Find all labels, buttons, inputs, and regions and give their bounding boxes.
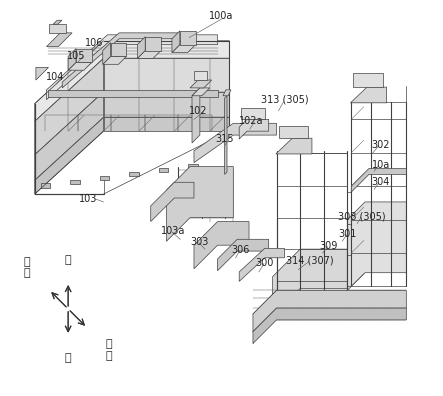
Text: 306: 306 [231,245,249,255]
Text: 前: 前 [105,351,112,361]
Bar [129,171,139,176]
Polygon shape [350,87,387,103]
Polygon shape [194,123,276,163]
Polygon shape [351,169,406,192]
Polygon shape [239,248,284,282]
Polygon shape [53,20,62,24]
Polygon shape [218,239,269,271]
Polygon shape [276,138,312,154]
Text: 106: 106 [85,38,103,48]
Polygon shape [35,92,104,180]
Text: 右: 右 [105,339,112,349]
Polygon shape [190,80,212,88]
Bar [194,71,206,80]
Polygon shape [192,88,210,96]
Text: 102a: 102a [239,116,263,126]
Polygon shape [192,88,200,143]
Polygon shape [272,249,347,316]
Polygon shape [104,117,229,131]
Text: 313 (305): 313 (305) [260,95,308,105]
Text: 100a: 100a [209,11,234,21]
Bar [100,175,109,180]
Polygon shape [111,43,126,57]
Polygon shape [47,35,218,100]
Polygon shape [225,96,227,174]
Polygon shape [62,33,178,88]
Polygon shape [68,62,92,70]
Bar [353,73,383,87]
Text: 104: 104 [47,72,65,82]
Polygon shape [172,45,195,53]
Polygon shape [35,41,229,121]
Text: 后: 后 [23,268,30,278]
Text: 102: 102 [189,107,207,116]
Text: 下: 下 [65,354,71,364]
Text: 105: 105 [67,51,85,61]
Text: 309: 309 [319,241,338,251]
Polygon shape [137,37,145,58]
Bar [241,108,265,119]
Text: 303: 303 [190,237,209,247]
Polygon shape [47,33,72,47]
Polygon shape [172,31,180,53]
Text: 103: 103 [79,194,98,204]
Text: 10a: 10a [372,160,390,169]
Bar [49,24,66,33]
Bar [188,164,198,169]
Polygon shape [347,202,406,290]
Text: 103a: 103a [161,227,185,236]
Bar [159,168,168,172]
Polygon shape [103,57,126,64]
Bar [279,126,308,138]
Text: 301: 301 [338,229,357,239]
Polygon shape [223,90,231,96]
Polygon shape [253,290,406,332]
Text: 左: 左 [23,257,30,267]
Polygon shape [167,167,233,241]
Polygon shape [145,37,161,51]
Polygon shape [151,182,194,222]
Polygon shape [48,90,218,97]
Polygon shape [35,58,104,155]
Text: 上: 上 [65,255,71,265]
Text: 308 (305): 308 (305) [338,211,386,221]
Text: 315: 315 [215,134,234,144]
Polygon shape [68,49,76,70]
Polygon shape [76,49,92,62]
Bar [70,179,80,184]
Polygon shape [36,67,48,80]
Polygon shape [137,51,161,58]
Bar [41,183,51,188]
Polygon shape [35,117,104,194]
Text: 302: 302 [372,140,390,150]
Text: 314 (307): 314 (307) [286,256,334,266]
Polygon shape [103,43,111,64]
Polygon shape [104,58,229,92]
Text: 304: 304 [372,177,390,187]
Polygon shape [180,31,195,45]
Polygon shape [253,308,406,343]
Text: 300: 300 [256,258,274,268]
Polygon shape [239,119,269,139]
Polygon shape [194,222,249,269]
Polygon shape [104,92,229,117]
